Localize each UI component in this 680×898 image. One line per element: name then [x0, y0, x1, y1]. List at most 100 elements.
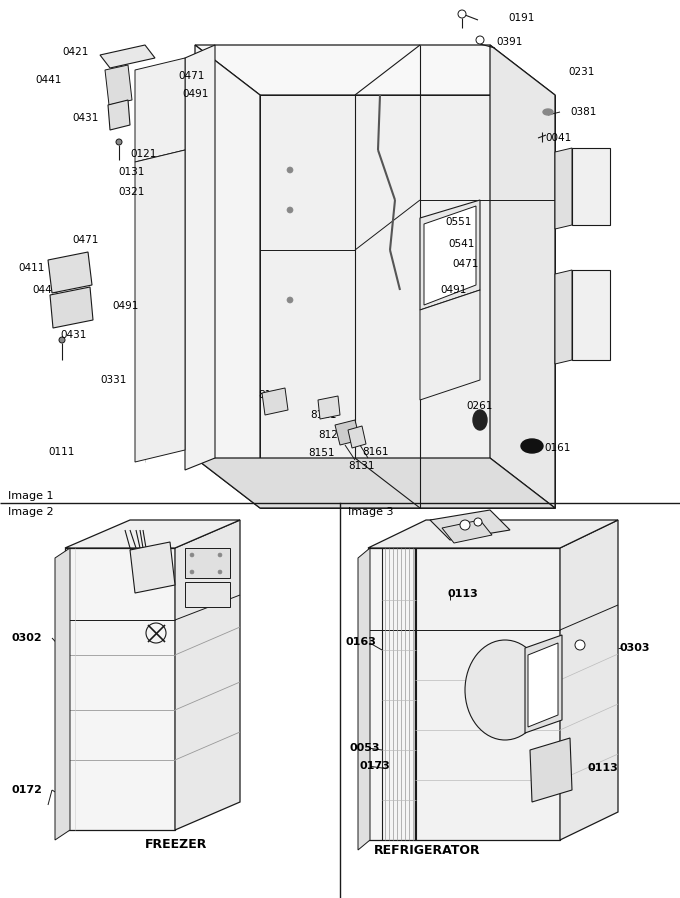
Circle shape	[287, 207, 293, 213]
Ellipse shape	[521, 439, 543, 453]
Polygon shape	[262, 388, 288, 415]
Ellipse shape	[543, 109, 553, 115]
Ellipse shape	[465, 640, 545, 740]
Polygon shape	[490, 45, 555, 508]
Text: 0121: 0121	[130, 149, 156, 159]
Text: 0781: 0781	[572, 163, 598, 173]
Text: 8151: 8151	[308, 448, 335, 458]
Text: 0331: 0331	[100, 375, 126, 385]
Text: 0551: 0551	[445, 217, 471, 227]
Polygon shape	[560, 520, 618, 840]
Text: 8111: 8111	[310, 410, 337, 420]
Circle shape	[575, 640, 585, 650]
Polygon shape	[318, 396, 340, 419]
Polygon shape	[415, 548, 560, 840]
Polygon shape	[530, 738, 572, 802]
Circle shape	[62, 265, 68, 271]
Text: 0231: 0231	[568, 67, 594, 77]
Polygon shape	[572, 270, 610, 360]
Text: 0431: 0431	[72, 113, 99, 123]
Text: 0491: 0491	[440, 285, 466, 295]
Polygon shape	[65, 548, 175, 830]
Text: 0381: 0381	[570, 107, 596, 117]
Text: 0261: 0261	[466, 401, 492, 411]
Text: Image 3: Image 3	[348, 507, 394, 517]
Text: 0172: 0172	[12, 785, 43, 795]
Text: 0471: 0471	[452, 259, 478, 269]
Text: 0491: 0491	[182, 89, 208, 99]
Polygon shape	[442, 520, 492, 543]
Circle shape	[115, 59, 121, 65]
Circle shape	[218, 553, 222, 557]
Text: 8141: 8141	[258, 390, 284, 400]
Circle shape	[218, 570, 222, 574]
Polygon shape	[348, 426, 366, 448]
Text: 0541: 0541	[448, 239, 475, 249]
Text: FREEZER: FREEZER	[145, 839, 207, 851]
Polygon shape	[55, 548, 70, 840]
Text: 0163: 0163	[346, 637, 377, 647]
Text: 0113: 0113	[588, 763, 619, 773]
Ellipse shape	[473, 410, 487, 430]
Polygon shape	[335, 420, 360, 445]
Text: 0173: 0173	[360, 761, 391, 771]
Circle shape	[190, 553, 194, 557]
Circle shape	[61, 301, 69, 309]
Circle shape	[460, 520, 470, 530]
Text: 0303: 0303	[620, 643, 651, 653]
Text: Image 2: Image 2	[8, 507, 54, 517]
Polygon shape	[424, 206, 476, 305]
Text: 0302: 0302	[12, 633, 43, 643]
Text: Image 1: Image 1	[8, 491, 54, 501]
Text: 0431: 0431	[60, 330, 86, 340]
Circle shape	[476, 36, 484, 44]
Polygon shape	[572, 148, 610, 225]
Text: 0441: 0441	[32, 285, 58, 295]
Text: 0471: 0471	[72, 235, 99, 245]
Polygon shape	[185, 45, 215, 470]
Polygon shape	[420, 290, 480, 400]
Polygon shape	[50, 287, 93, 328]
Polygon shape	[195, 458, 555, 508]
Text: REFRIGERATOR: REFRIGERATOR	[374, 843, 481, 857]
Polygon shape	[108, 100, 130, 130]
Circle shape	[59, 337, 65, 343]
Text: 0053: 0053	[350, 743, 381, 753]
Text: 0321: 0321	[118, 187, 144, 197]
Text: 0191: 0191	[508, 13, 534, 23]
Bar	[185, 582, 230, 607]
Text: 0391: 0391	[496, 37, 522, 47]
Circle shape	[190, 570, 194, 574]
Polygon shape	[135, 150, 185, 462]
Circle shape	[265, 399, 271, 405]
Text: 0161: 0161	[544, 443, 571, 453]
Polygon shape	[555, 148, 572, 229]
Polygon shape	[358, 548, 370, 850]
Text: 0491: 0491	[112, 301, 138, 311]
Polygon shape	[260, 95, 555, 508]
Polygon shape	[368, 520, 618, 548]
Polygon shape	[368, 548, 415, 840]
Polygon shape	[430, 510, 510, 540]
Polygon shape	[420, 200, 480, 310]
Text: 8131: 8131	[348, 461, 375, 471]
Text: 0771: 0771	[575, 305, 601, 315]
Polygon shape	[525, 635, 562, 733]
Circle shape	[287, 297, 293, 303]
Text: 0411: 0411	[18, 263, 44, 273]
Polygon shape	[195, 45, 260, 508]
Polygon shape	[100, 45, 155, 68]
Polygon shape	[65, 520, 240, 548]
Text: 0131: 0131	[118, 167, 144, 177]
Polygon shape	[135, 58, 185, 162]
Text: 0421: 0421	[62, 47, 88, 57]
Polygon shape	[130, 542, 175, 593]
Text: 0113: 0113	[448, 589, 479, 599]
Circle shape	[287, 167, 293, 173]
Circle shape	[458, 10, 466, 18]
Polygon shape	[48, 252, 92, 293]
Text: 8161: 8161	[362, 447, 388, 457]
Text: 0041: 0041	[545, 133, 571, 143]
Text: 0231: 0231	[570, 153, 596, 163]
Circle shape	[474, 518, 482, 526]
